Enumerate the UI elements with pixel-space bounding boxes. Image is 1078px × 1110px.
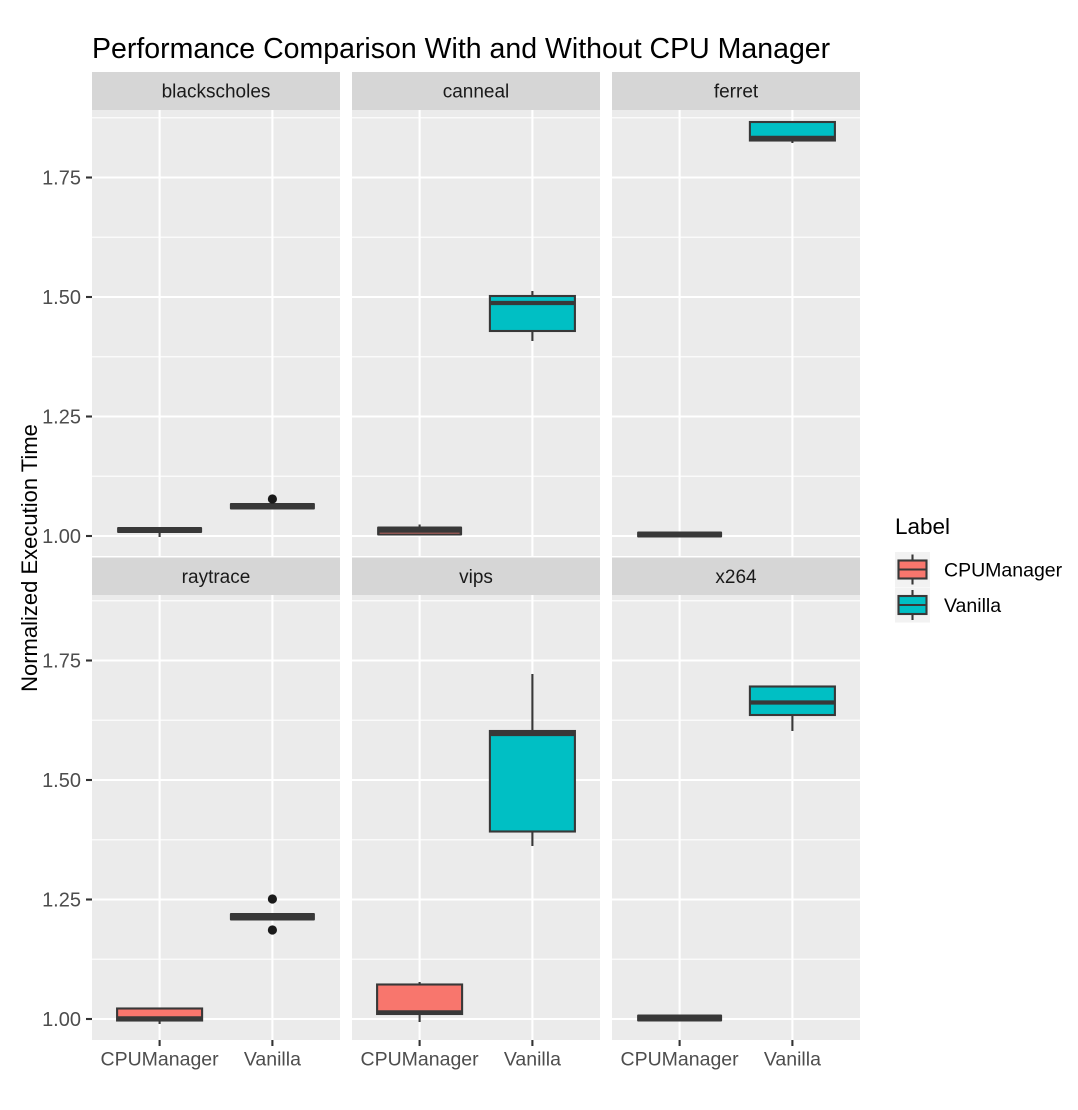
svg-text:Vanilla: Vanilla — [504, 1049, 561, 1071]
svg-text:CPUManager: CPUManager — [621, 1049, 740, 1071]
svg-text:vips: vips — [459, 567, 493, 588]
svg-text:Vanilla: Vanilla — [764, 1049, 821, 1071]
svg-text:Vanilla: Vanilla — [944, 595, 1001, 617]
svg-text:1.75: 1.75 — [42, 168, 81, 190]
svg-text:Performance Comparison With an: Performance Comparison With and Without … — [92, 33, 831, 65]
svg-text:CPUManager: CPUManager — [944, 560, 1063, 582]
svg-text:Vanilla: Vanilla — [244, 1049, 301, 1071]
svg-text:Label: Label — [895, 514, 950, 539]
svg-text:1.50: 1.50 — [42, 770, 81, 792]
svg-text:1.00: 1.00 — [42, 526, 81, 548]
svg-text:1.25: 1.25 — [42, 890, 81, 912]
svg-text:CPUManager: CPUManager — [361, 1049, 480, 1071]
svg-text:x264: x264 — [715, 567, 757, 588]
svg-text:blackscholes: blackscholes — [162, 82, 271, 103]
svg-text:Normalized Execution Time: Normalized Execution Time — [17, 424, 42, 692]
svg-text:raytrace: raytrace — [182, 567, 251, 588]
svg-text:1.50: 1.50 — [42, 287, 81, 309]
svg-text:1.25: 1.25 — [42, 407, 81, 429]
svg-text:1.00: 1.00 — [42, 1009, 81, 1031]
svg-text:1.75: 1.75 — [42, 651, 81, 673]
svg-text:canneal: canneal — [443, 82, 510, 103]
svg-text:CPUManager: CPUManager — [101, 1049, 220, 1071]
svg-text:ferret: ferret — [714, 82, 759, 103]
